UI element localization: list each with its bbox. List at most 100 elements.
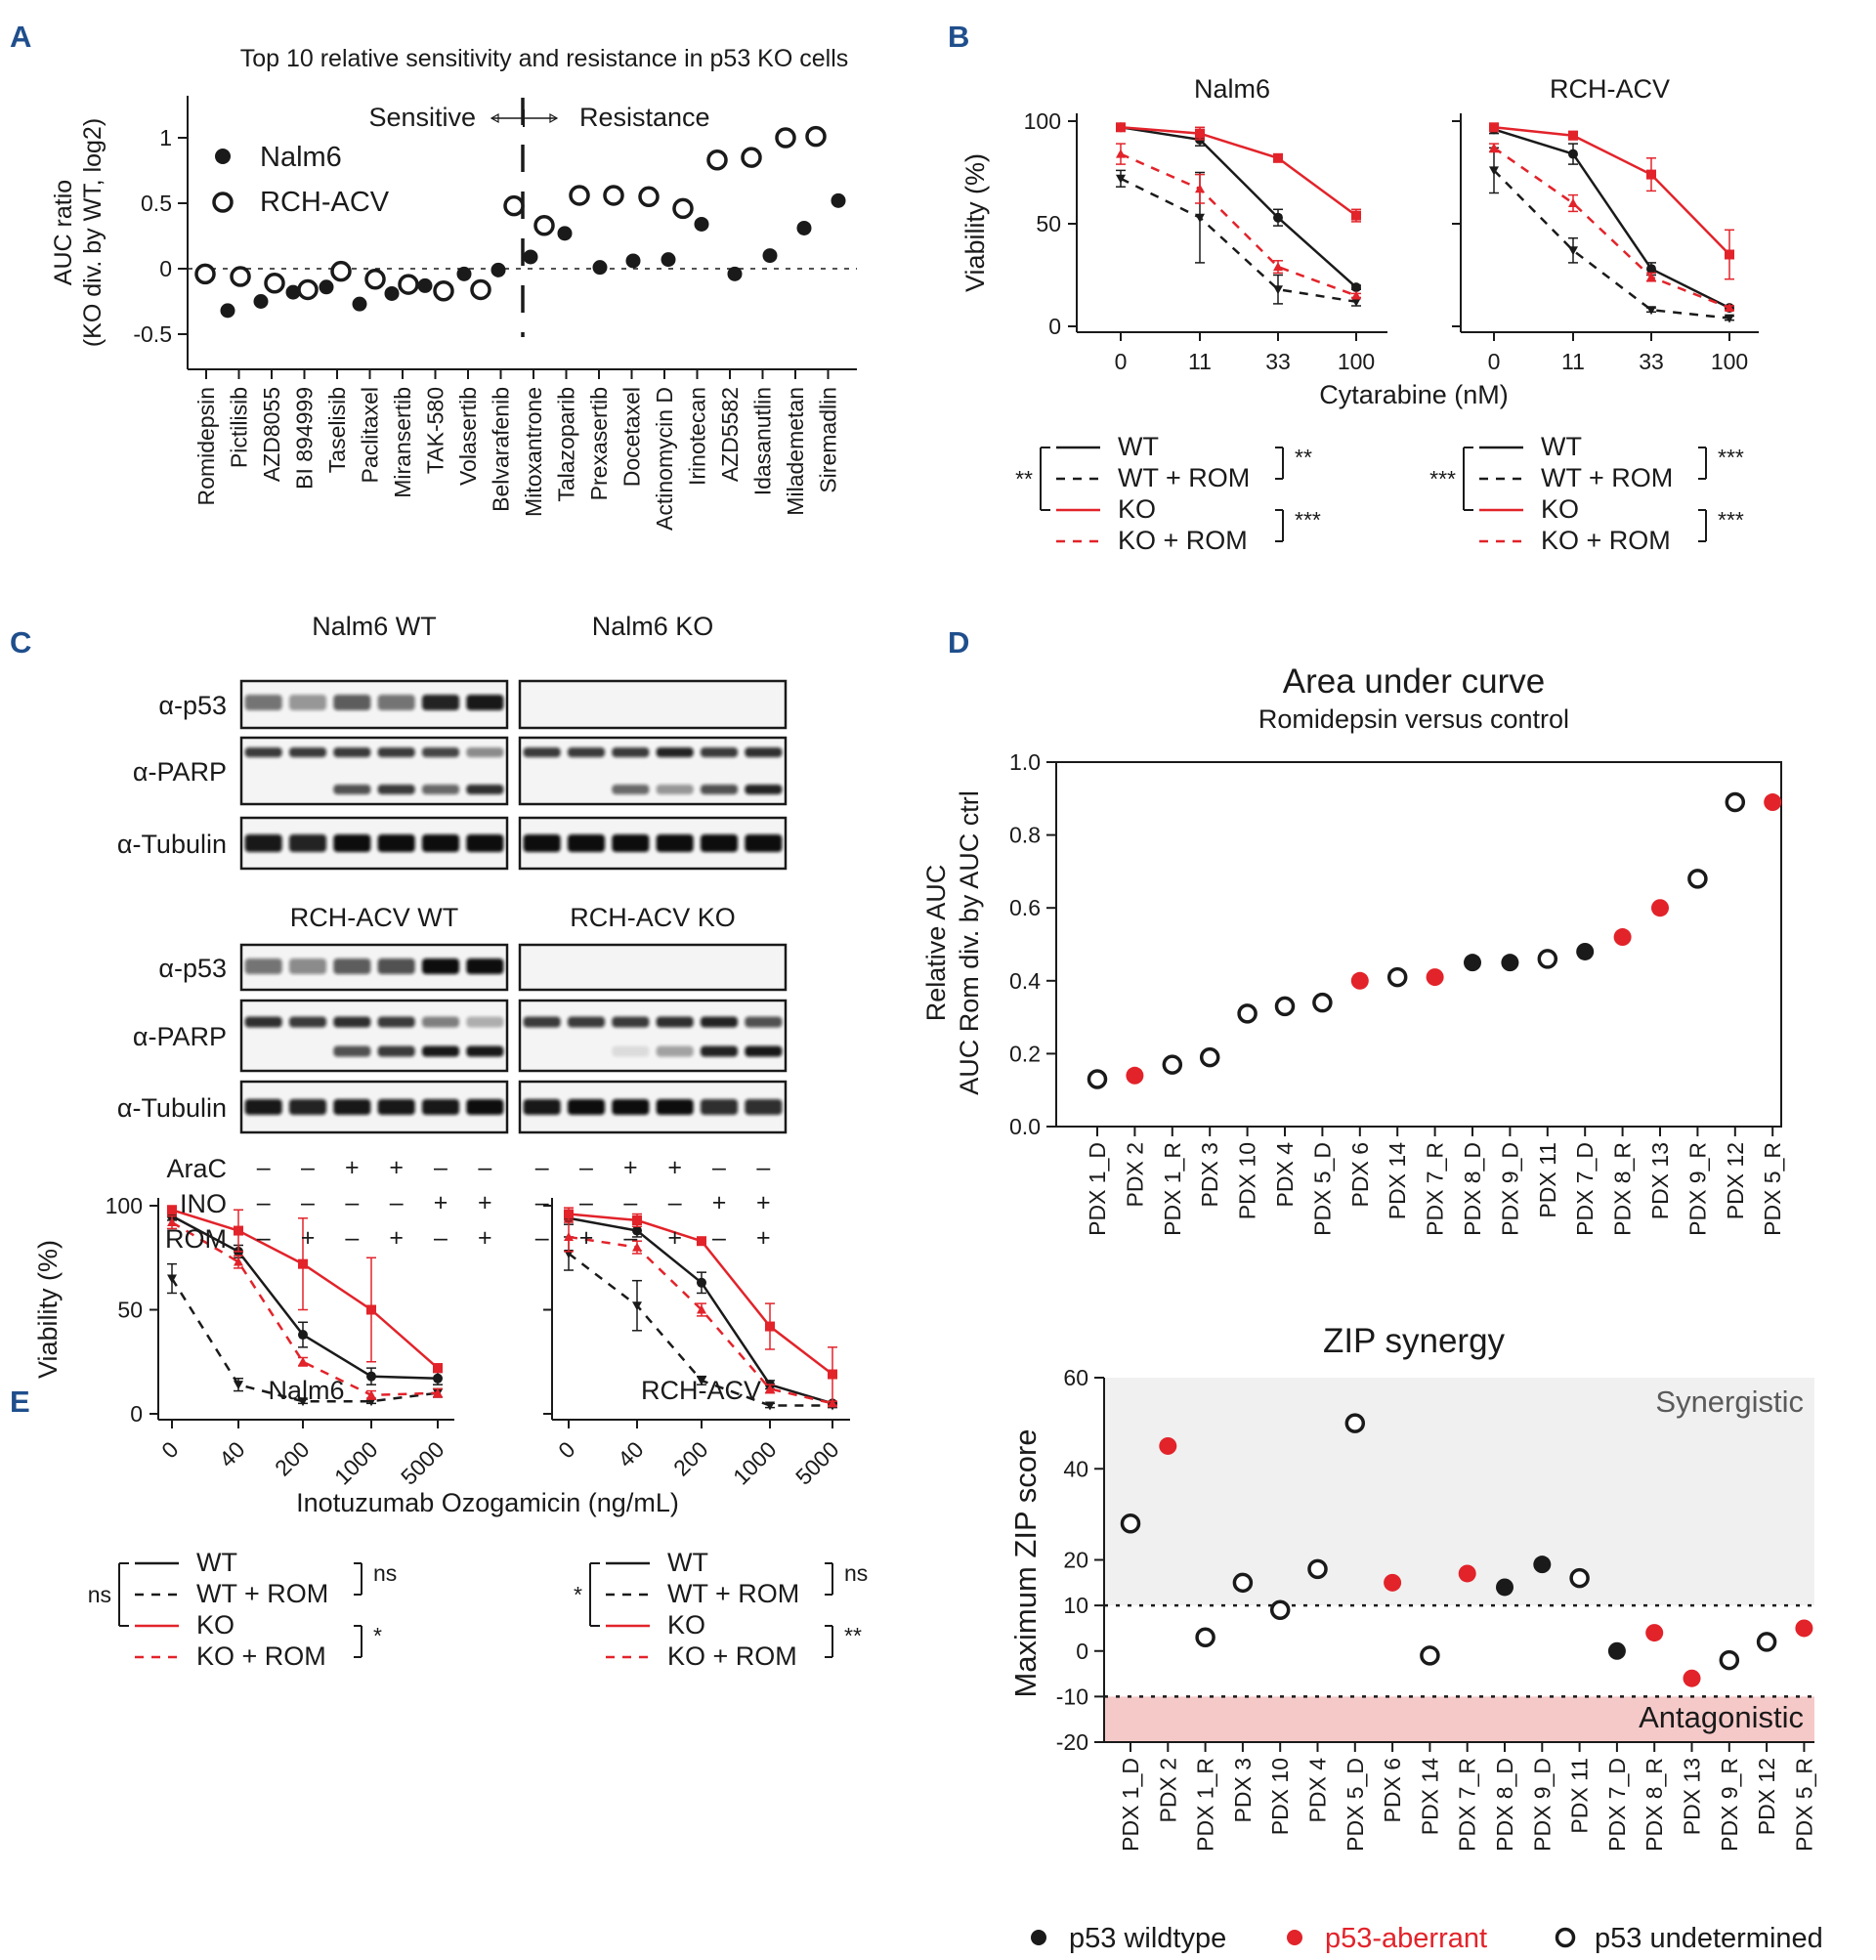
a-point-rch xyxy=(533,215,555,236)
zip-point xyxy=(1645,1624,1664,1642)
zip-y-tick-label: 0 xyxy=(1076,1639,1088,1664)
zip-point xyxy=(1756,1632,1777,1652)
c-band xyxy=(377,1045,415,1057)
c-treatment-label: ROM xyxy=(165,1224,227,1254)
zip-x-tick-label: PDX 9_D xyxy=(1529,1758,1555,1852)
c-treatment-sign: – xyxy=(623,1189,637,1216)
d-x-tick-label: PDX 9_R xyxy=(1684,1142,1710,1236)
e2-legend-label: KO xyxy=(667,1610,705,1640)
c-band xyxy=(745,785,783,794)
c-blot-membrane xyxy=(518,1080,788,1134)
e1-marker xyxy=(298,1356,308,1366)
d-x-tick-label: PDX 11 xyxy=(1535,1142,1560,1218)
a-point-rch xyxy=(364,268,386,290)
a-point-rch xyxy=(775,127,796,149)
c-band xyxy=(656,785,694,794)
c-band xyxy=(421,959,460,974)
b1-marker xyxy=(1195,184,1205,193)
zip-legend-undetermined-marker xyxy=(1555,1927,1576,1948)
zip-point xyxy=(1683,1669,1701,1687)
d-x-tick-label: PDX 8_D xyxy=(1460,1142,1485,1236)
d-point xyxy=(1426,968,1444,987)
c-treatment-sign: – xyxy=(712,1154,726,1181)
d-y-label-1: Relative AUC xyxy=(921,865,951,1022)
a-x-tick-label: Miransertib xyxy=(390,387,415,498)
a-legend-nalm6: Nalm6 xyxy=(260,142,342,173)
c-treatment-sign: + xyxy=(478,1189,492,1216)
e2-marker xyxy=(697,1376,706,1385)
b1-marker xyxy=(1273,212,1283,223)
a-x-tick-label: TAK-580 xyxy=(423,387,448,474)
b1-y-tick-label: 0 xyxy=(1048,314,1061,339)
a-point-nalm6 xyxy=(417,277,433,293)
panel-letter-e: E xyxy=(10,1385,30,1419)
a-resistance-label: Resistance xyxy=(579,103,710,132)
d-plot-frame xyxy=(1055,761,1782,1128)
d-y-tick-label: 0.4 xyxy=(1009,968,1041,994)
d-x-tick-label: PDX 1_R xyxy=(1160,1142,1185,1236)
figure-layer: A B C D E Top 10 relative sensitivity and res… xyxy=(10,20,1823,1954)
e2-marker xyxy=(765,1401,775,1411)
b1-marker xyxy=(1273,285,1283,295)
zip-point xyxy=(1719,1649,1740,1671)
d-x-tick-label: PDX 10 xyxy=(1235,1142,1260,1219)
c-blot-membrane xyxy=(239,1080,509,1134)
e1-marker xyxy=(366,1371,376,1382)
a-point-nalm6 xyxy=(727,266,743,281)
a-x-tick-label: Irinotecan xyxy=(685,387,710,486)
d-x-tick-label: PDX 13 xyxy=(1647,1142,1673,1219)
b2-line-3 xyxy=(1493,147,1730,310)
a-x-tick-label: Mitoxantrone xyxy=(521,387,546,517)
b1-marker xyxy=(1116,174,1126,184)
e1-legend-label: WT + ROM xyxy=(196,1579,328,1608)
a-y-label-2: (KO div. by WT, log2) xyxy=(79,118,107,347)
c-band xyxy=(333,785,371,794)
b1-marker xyxy=(1273,262,1283,272)
a-x-tick-label: BI 894999 xyxy=(292,387,318,490)
c-band xyxy=(612,834,650,852)
c-treatment-sign: + xyxy=(434,1189,448,1216)
d-x-tick-label: PDX 7_R xyxy=(1423,1142,1448,1236)
e1-marker xyxy=(167,1274,177,1284)
e1-y-tick-label: 100 xyxy=(106,1193,143,1218)
c-band xyxy=(612,747,650,757)
c-treatment-sign: – xyxy=(535,1154,549,1181)
c-band xyxy=(523,834,561,852)
b2-marker xyxy=(1489,143,1499,152)
e1-legend-label: KO + ROM xyxy=(196,1641,326,1671)
c-treatment-sign: + xyxy=(478,1224,492,1252)
e1-marker xyxy=(234,1257,243,1266)
d-x-tick-label: PDX 5_D xyxy=(1309,1142,1335,1236)
e1-x-tick-label: 5000 xyxy=(396,1436,449,1490)
a-point-rch xyxy=(706,149,728,171)
b2-marker xyxy=(1725,314,1734,323)
c-band xyxy=(377,834,415,852)
c-band xyxy=(377,1099,415,1115)
a-point-nalm6 xyxy=(661,252,676,268)
zip-legend-undetermined: p53 undetermined xyxy=(1595,1923,1823,1954)
b2-marker xyxy=(1489,122,1499,133)
c-band xyxy=(466,1045,504,1057)
zip-point xyxy=(1344,1413,1366,1433)
zip-y-tick-label: 10 xyxy=(1063,1593,1088,1618)
b2-legend-label: WT + ROM xyxy=(1541,463,1673,492)
c-band xyxy=(421,695,460,710)
c-band xyxy=(745,1016,783,1028)
d-point xyxy=(1725,791,1746,813)
a-point-nalm6 xyxy=(352,296,367,312)
zip-y-tick-label: 20 xyxy=(1063,1548,1088,1573)
zip-legend-aberrant-marker xyxy=(1287,1930,1302,1945)
a-point-rch xyxy=(398,274,419,295)
c-band xyxy=(656,1045,694,1057)
a-point-nalm6 xyxy=(253,294,269,309)
b1-y-tick-label: 100 xyxy=(1024,108,1061,134)
d-x-tick-label: PDX 12 xyxy=(1723,1142,1748,1219)
c-treatment-sign: – xyxy=(535,1189,549,1216)
d-point xyxy=(1651,899,1669,917)
c-band xyxy=(745,834,783,852)
a-point-nalm6 xyxy=(490,262,506,277)
b2-marker xyxy=(1646,264,1656,275)
e1-marker xyxy=(234,1381,243,1390)
d-point xyxy=(1162,1054,1183,1075)
c-treatment-sign: – xyxy=(434,1224,448,1252)
